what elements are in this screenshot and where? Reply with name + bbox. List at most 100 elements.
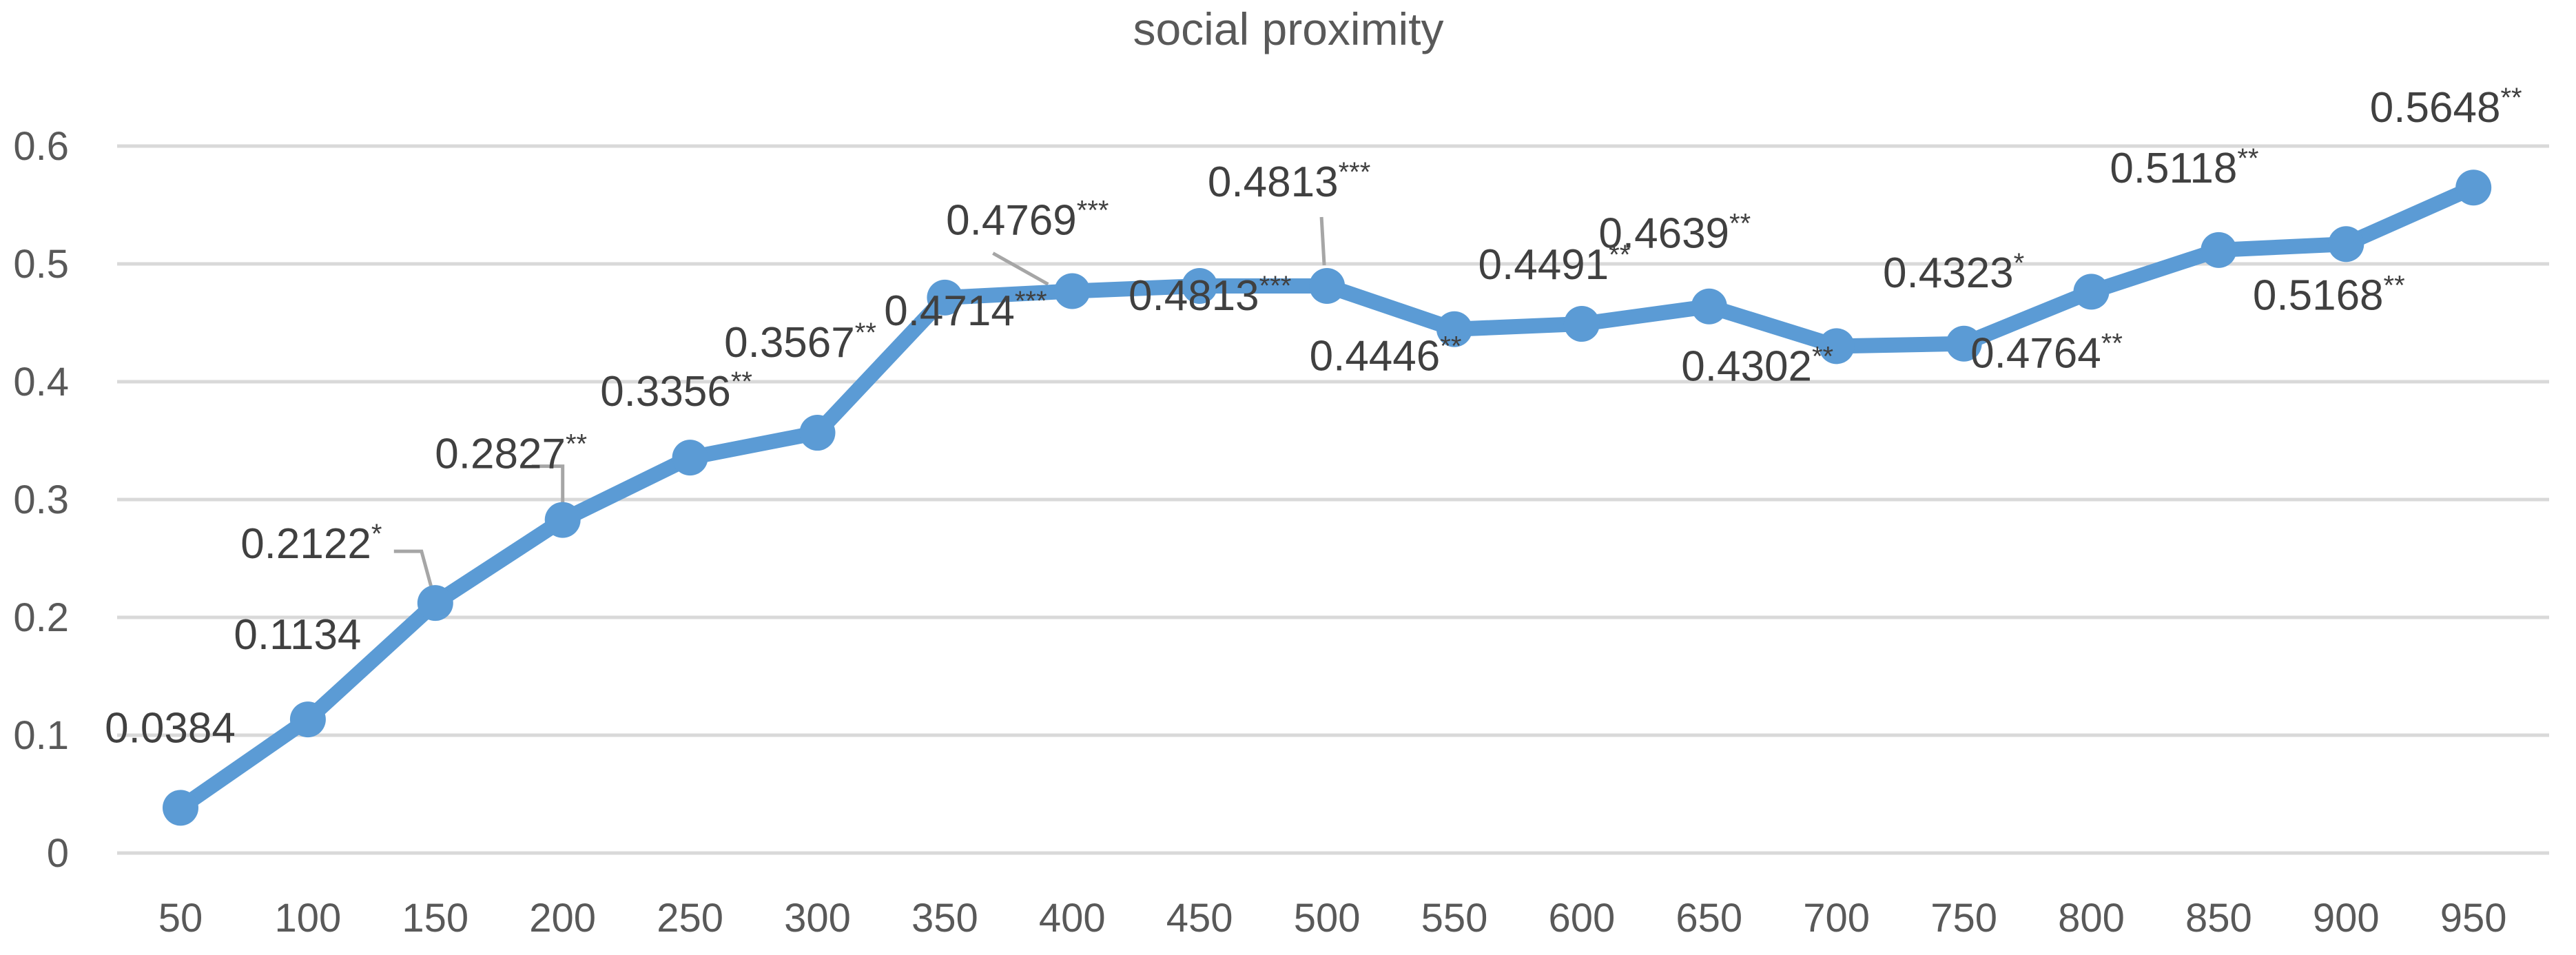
data-label-significance: *** <box>1339 157 1371 187</box>
data-label: 0.4446** <box>1310 331 1462 380</box>
data-label-value: 0.4813 <box>1208 158 1339 206</box>
x-tick-label: 650 <box>1676 896 1742 941</box>
leader-line <box>531 464 565 503</box>
data-label: 0.3356** <box>600 367 752 415</box>
data-label: 0.4764** <box>1970 328 2123 377</box>
x-tick-label: 550 <box>1421 896 1488 941</box>
data-label-value: 0.5168 <box>2253 271 2384 319</box>
data-label: 0.0384 <box>105 704 236 752</box>
leader-line <box>992 251 1049 286</box>
data-label-value: 0.5118 <box>2110 145 2237 192</box>
data-label: 0.4813*** <box>1208 157 1370 206</box>
data-label-value: 0.5648 <box>2370 84 2501 132</box>
x-tick-label: 750 <box>1930 896 1997 941</box>
data-label: 0.4639** <box>1598 209 1751 258</box>
y-tick-label: 0.3 <box>13 478 69 522</box>
data-point <box>672 440 708 476</box>
data-label: 0.4769*** <box>946 196 1109 245</box>
leader-line <box>393 549 434 590</box>
data-point <box>799 415 836 451</box>
data-point <box>1691 288 1727 325</box>
data-label: 0.2122* <box>240 519 382 568</box>
data-label-significance: ** <box>1812 341 1833 371</box>
data-point <box>1946 325 1982 362</box>
data-point <box>2073 274 2110 310</box>
x-tick-label: 200 <box>529 896 596 941</box>
x-tick-label: 350 <box>911 896 978 941</box>
x-tick-label: 700 <box>1803 896 1870 941</box>
data-label-significance: ** <box>731 367 752 397</box>
data-label: 0.4302** <box>1681 341 1833 390</box>
data-label-significance: *** <box>1015 286 1047 316</box>
x-tick-label: 900 <box>2313 896 2380 941</box>
data-label-value: 0.4769 <box>946 197 1077 245</box>
x-tick-label: 300 <box>784 896 851 941</box>
data-points <box>163 170 2492 826</box>
data-point <box>1563 306 1600 342</box>
y-tick-label: 0.2 <box>13 595 69 640</box>
data-label-significance: * <box>2014 248 2025 278</box>
x-tick-label: 450 <box>1166 896 1233 941</box>
y-tick-label: 0.6 <box>13 124 69 169</box>
data-label-value: 0.1134 <box>234 611 361 659</box>
data-point <box>1182 267 1218 304</box>
x-tick-label: 950 <box>2440 896 2507 941</box>
y-tick-label: 0.5 <box>13 242 69 287</box>
gridlines <box>117 144 2549 855</box>
data-label-value: 0.4714 <box>884 287 1015 335</box>
x-tick-label: 250 <box>657 896 723 941</box>
data-label-value: 0.4639 <box>1598 210 1729 258</box>
x-tick-label: 800 <box>2058 896 2125 941</box>
data-point <box>163 790 198 826</box>
data-point <box>1309 267 1346 304</box>
data-label: 0.1134 <box>234 611 361 659</box>
data-label: 0.5648** <box>2370 83 2522 132</box>
data-label: 0.5118** <box>2110 143 2258 192</box>
data-label-value: 0.4764 <box>1970 329 2101 377</box>
data-point <box>2455 170 2492 206</box>
leader-line <box>1319 216 1326 266</box>
data-label-significance: ** <box>855 318 876 348</box>
data-point <box>417 585 453 622</box>
x-tick-label: 150 <box>402 896 468 941</box>
data-label-significance: ** <box>566 429 587 460</box>
x-axis-ticks: 50 100 150 200 250 300 350 400 450 500 550 600 650 70… <box>158 896 2507 941</box>
data-label-significance: ** <box>2237 143 2258 174</box>
y-axis-ticks: 0 0.1 0.2 0.3 0.4 0.5 0.6 <box>13 124 69 876</box>
data-label: 0.3567** <box>724 318 876 367</box>
x-tick-label: 50 <box>158 896 203 941</box>
data-label-significance: ** <box>2384 270 2405 300</box>
data-point <box>289 701 326 738</box>
data-label: 0.4491** <box>1478 240 1631 289</box>
data-label-value: 0.4302 <box>1681 342 1812 390</box>
label-leader-lines <box>393 216 1326 590</box>
data-point <box>1436 311 1472 347</box>
data-label: 0.4813*** <box>1129 271 1291 320</box>
data-point <box>2201 232 2237 268</box>
data-label-significance: ** <box>1729 209 1751 239</box>
data-point <box>1818 328 1855 364</box>
data-point <box>1054 273 1091 309</box>
x-tick-label: 500 <box>1294 896 1361 941</box>
data-label: 0.5168** <box>2253 270 2405 319</box>
data-label-significance: ** <box>1609 240 1630 270</box>
x-tick-label: 850 <box>2185 896 2252 941</box>
x-tick-label: 400 <box>1039 896 1106 941</box>
data-point <box>2328 226 2364 263</box>
data-label-significance: ** <box>2500 83 2522 113</box>
data-label-value: 0.4323 <box>1883 249 2014 297</box>
data-label-value: 0.2122 <box>240 520 371 568</box>
data-label-significance: ** <box>1440 331 1461 362</box>
data-label-value: 0.4813 <box>1129 272 1259 320</box>
chart-title: social proximity <box>1133 3 1443 54</box>
data-point <box>927 279 963 316</box>
data-label-significance: * <box>371 519 382 549</box>
data-labels: 0.03840.11340.2122*0.2827**0.3356**0.356… <box>105 83 2522 752</box>
data-label: 0.4323* <box>1883 248 2024 297</box>
data-label-significance: *** <box>1077 196 1109 226</box>
data-label: 0.4714*** <box>884 286 1047 335</box>
x-tick-label: 600 <box>1549 896 1616 941</box>
data-label-value: 0.4491 <box>1478 241 1609 289</box>
data-label-value: 0.3356 <box>600 368 731 415</box>
